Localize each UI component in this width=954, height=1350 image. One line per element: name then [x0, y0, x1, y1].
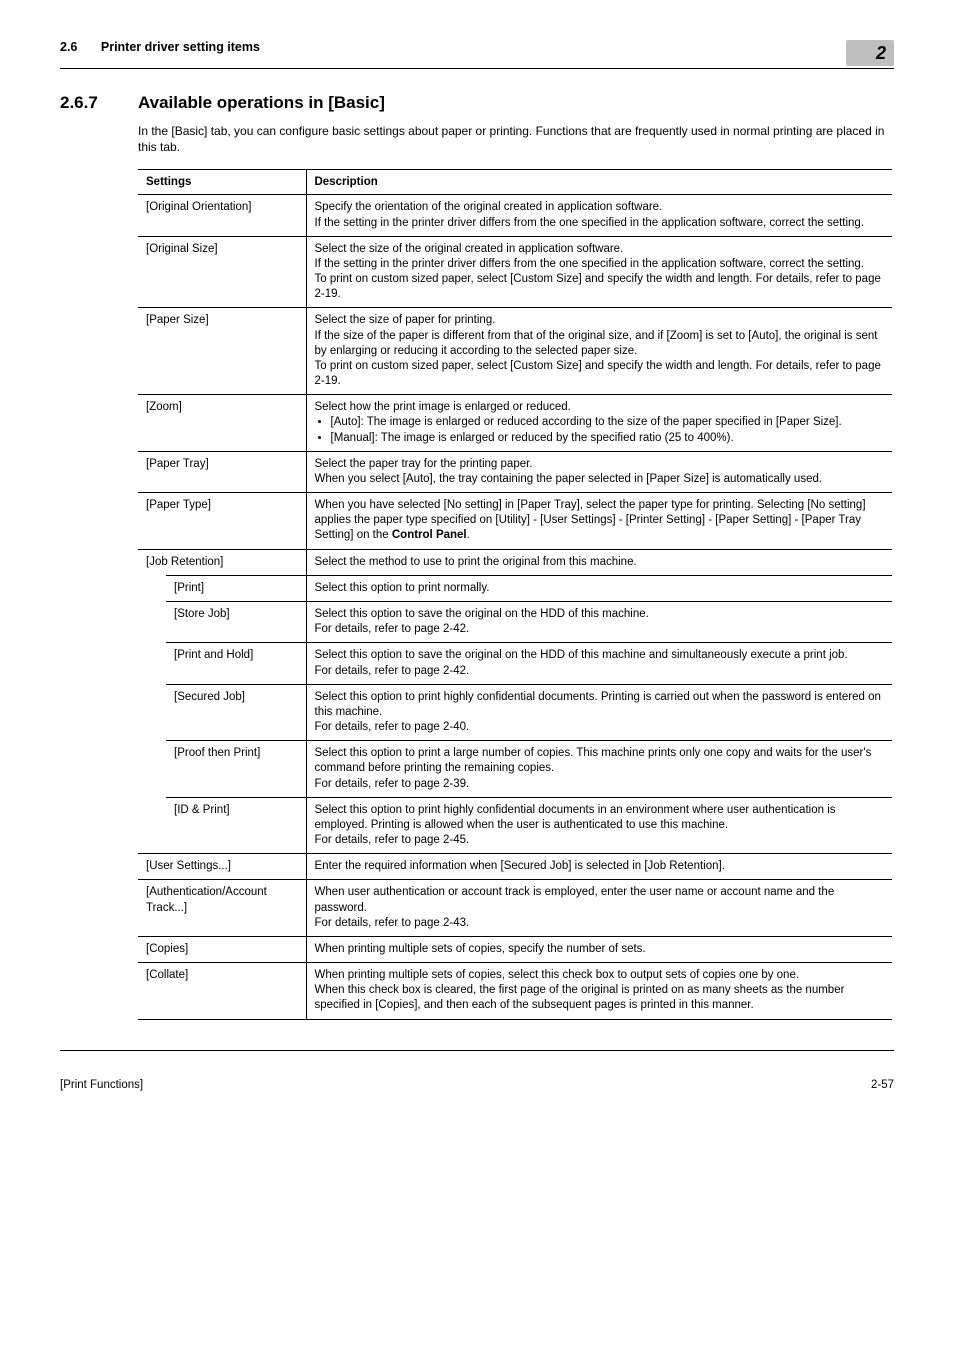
footer-rule [60, 1050, 894, 1051]
page-footer: [Print Functions] 2-57 [0, 1079, 954, 1105]
setting-desc: Select the method to use to print the or… [306, 549, 892, 575]
setting-desc: Select this option to print highly confi… [306, 797, 892, 854]
bullet-item: [Manual]: The image is enlarged or reduc… [331, 431, 885, 446]
section-number: 2.6.7 [60, 93, 138, 113]
sub-setting-label: [Secured Job] [166, 684, 306, 741]
header-rule [60, 68, 894, 69]
setting-desc: Select this option to save the original … [306, 643, 892, 684]
bullet-item: [Auto]: The image is enlarged or reduced… [331, 415, 885, 430]
setting-desc: Select the size of paper for printing.If… [306, 308, 892, 395]
setting-desc: Select how the print image is enlarged o… [306, 395, 892, 452]
sub-setting-label: [Print] [166, 575, 306, 601]
sub-setting-label: [Store Job] [166, 601, 306, 642]
setting-desc: Select this option to print a large numb… [306, 741, 892, 798]
setting-desc: Select the paper tray for the printing p… [306, 451, 892, 492]
chapter-badge: 2 [846, 40, 894, 66]
col-header-settings: Settings [138, 170, 306, 195]
setting-desc: Enter the required information when [Sec… [306, 854, 892, 880]
sub-setting-label: [Proof then Print] [166, 741, 306, 798]
footer-right: 2-57 [871, 1079, 894, 1091]
setting-label: [Zoom] [138, 395, 306, 452]
header-section-num: 2.6 [60, 40, 77, 54]
table-row: [Print and Hold] Select this option to s… [138, 643, 892, 684]
page-header: 2.6 Printer driver setting items 2 [60, 40, 894, 66]
setting-label: [Collate] [138, 963, 306, 1020]
sub-indent [138, 601, 166, 642]
sub-indent [138, 575, 166, 601]
settings-table: Settings Description [Original Orientati… [138, 169, 892, 1019]
table-row: [Original Size] Select the size of the o… [138, 236, 892, 308]
setting-label: [Authentication/Account Track...] [138, 880, 306, 937]
setting-desc: When printing multiple sets of copies, s… [306, 936, 892, 962]
setting-label: [Original Orientation] [138, 195, 306, 236]
header-left: 2.6 Printer driver setting items [60, 40, 260, 54]
table-row: [Job Retention] Select the method to use… [138, 549, 892, 575]
table-row: [Collate] When printing multiple sets of… [138, 963, 892, 1020]
table-row: [ID & Print] Select this option to print… [138, 797, 892, 854]
table-row: [Paper Type] When you have selected [No … [138, 493, 892, 550]
setting-desc: Select this option to save the original … [306, 601, 892, 642]
table-row: [Authentication/Account Track...] When u… [138, 880, 892, 937]
table-row: [User Settings...] Enter the required in… [138, 854, 892, 880]
setting-desc: Select this option to print highly confi… [306, 684, 892, 741]
setting-desc: Select this option to print normally. [306, 575, 892, 601]
intro-text: In the [Basic] tab, you can configure ba… [138, 123, 894, 155]
setting-label: [Original Size] [138, 236, 306, 308]
table-row: [Secured Job] Select this option to prin… [138, 684, 892, 741]
setting-label: [Job Retention] [138, 549, 306, 575]
footer-left: [Print Functions] [60, 1079, 143, 1091]
setting-label: [Paper Type] [138, 493, 306, 550]
setting-desc: When you have selected [No setting] in [… [306, 493, 892, 550]
setting-desc: When printing multiple sets of copies, s… [306, 963, 892, 1020]
table-row: [Proof then Print] Select this option to… [138, 741, 892, 798]
table-row: [Paper Size] Select the size of paper fo… [138, 308, 892, 395]
table-row: [Copies] When printing multiple sets of … [138, 936, 892, 962]
sub-indent [138, 684, 166, 741]
sub-setting-label: [ID & Print] [166, 797, 306, 854]
section-heading: 2.6.7 Available operations in [Basic] [60, 93, 894, 113]
setting-label: [Copies] [138, 936, 306, 962]
setting-label: [Paper Size] [138, 308, 306, 395]
table-row: [Print] Select this option to print norm… [138, 575, 892, 601]
sub-indent [138, 797, 166, 854]
section-title: Available operations in [Basic] [138, 93, 385, 113]
setting-desc: Select the size of the original created … [306, 236, 892, 308]
sub-indent [138, 741, 166, 798]
table-row: [Paper Tray] Select the paper tray for t… [138, 451, 892, 492]
setting-label: [Paper Tray] [138, 451, 306, 492]
table-row: [Original Orientation] Specify the orien… [138, 195, 892, 236]
table-row: [Store Job] Select this option to save t… [138, 601, 892, 642]
col-header-description: Description [306, 170, 892, 195]
sub-setting-label: [Print and Hold] [166, 643, 306, 684]
setting-desc: When user authentication or account trac… [306, 880, 892, 937]
sub-indent [138, 643, 166, 684]
table-row: [Zoom] Select how the print image is enl… [138, 395, 892, 452]
setting-desc: Specify the orientation of the original … [306, 195, 892, 236]
header-section-title: Printer driver setting items [101, 40, 260, 54]
setting-label: [User Settings...] [138, 854, 306, 880]
